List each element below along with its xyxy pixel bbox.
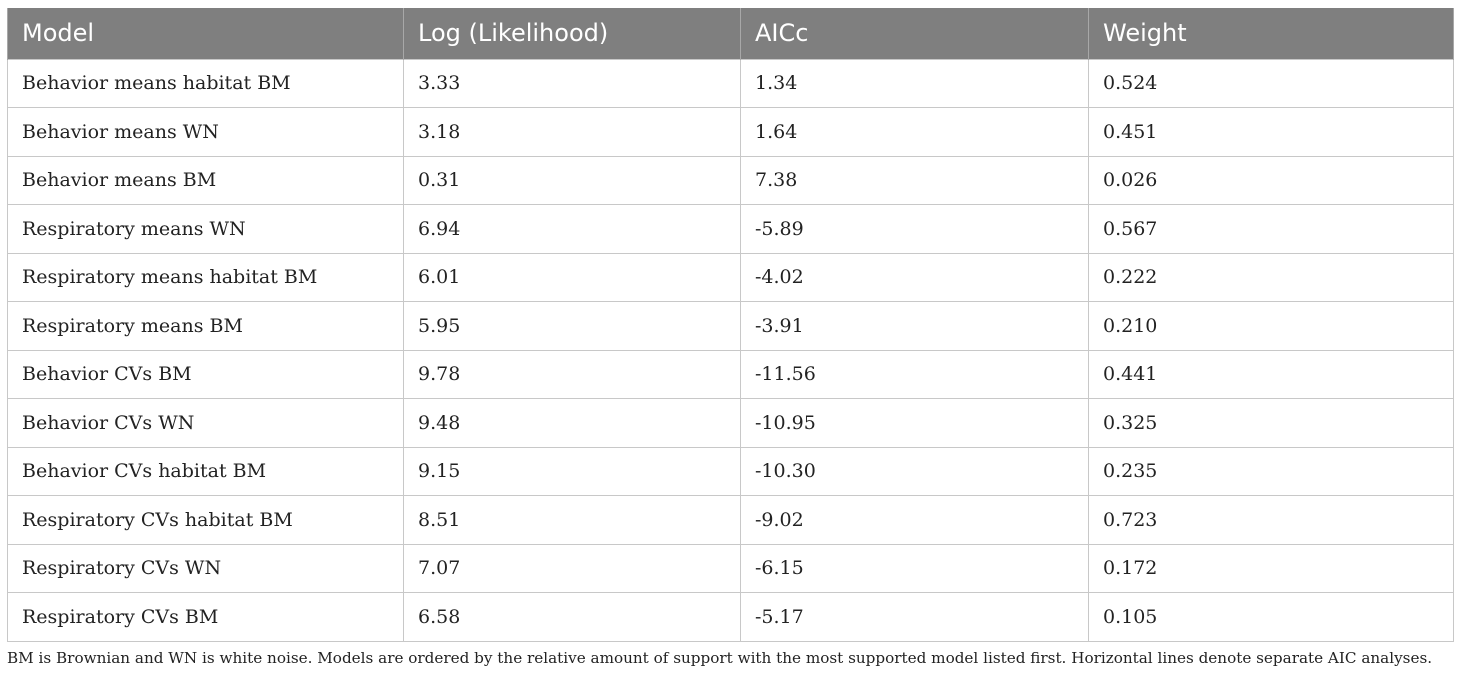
cell-weight: 0.105 [1088, 592, 1454, 642]
cell-aicc: -10.95 [740, 398, 1089, 448]
cell-log-likelihood: 3.18 [403, 107, 741, 157]
cell-log-likelihood: 9.48 [403, 398, 741, 448]
cell-aicc: -11.56 [740, 349, 1089, 399]
cell-aicc: -3.91 [740, 301, 1089, 351]
cell-model: Respiratory means WN [7, 204, 404, 254]
table-row: Respiratory means BM 5.95 -3.91 0.210 [7, 301, 1454, 351]
cell-model: Respiratory means BM [7, 301, 404, 351]
cell-aicc: -5.17 [740, 592, 1089, 642]
cell-model: Respiratory CVs WN [7, 543, 404, 593]
table-row: Respiratory CVs WN 7.07 -6.15 0.172 [7, 543, 1454, 593]
table-row: Respiratory CVs BM 6.58 -5.17 0.105 [7, 592, 1454, 642]
cell-model: Behavior CVs BM [7, 349, 404, 399]
cell-log-likelihood: 7.07 [403, 543, 741, 593]
cell-aicc: -6.15 [740, 543, 1089, 593]
cell-weight: 0.325 [1088, 398, 1454, 448]
header-row: Model Log (Likelihood) AICc Weight [7, 8, 1454, 59]
table-footnote: BM is Brownian and WN is white noise. Mo… [7, 649, 1433, 667]
table-row: Respiratory means WN 6.94 -5.89 0.567 [7, 204, 1454, 254]
cell-log-likelihood: 0.31 [403, 155, 741, 205]
cell-weight: 0.524 [1088, 58, 1454, 108]
cell-model: Behavior means habitat BM [7, 58, 404, 108]
cell-aicc: 1.64 [740, 107, 1089, 157]
cell-weight: 0.723 [1088, 495, 1454, 545]
cell-aicc: 7.38 [740, 155, 1089, 205]
cell-log-likelihood: 3.33 [403, 58, 741, 108]
table-row: Behavior CVs WN 9.48 -10.95 0.325 [7, 398, 1454, 448]
table-header: Model Log (Likelihood) AICc Weight [7, 8, 1454, 59]
cell-weight: 0.026 [1088, 155, 1454, 205]
cell-weight: 0.235 [1088, 446, 1454, 496]
table-row: Behavior means WN 3.18 1.64 0.451 [7, 107, 1454, 157]
header-aicc: AICc [740, 8, 1089, 59]
cell-model: Behavior means BM [7, 155, 404, 205]
cell-weight: 0.222 [1088, 252, 1454, 302]
table-row: Behavior CVs habitat BM 9.15 -10.30 0.235 [7, 446, 1454, 496]
header-model: Model [7, 8, 404, 59]
table-row: Respiratory means habitat BM 6.01 -4.02 0.2… [7, 252, 1454, 302]
table-body: Behavior means habitat BM 3.33 1.34 0.524 Be… [7, 58, 1454, 642]
cell-log-likelihood: 6.94 [403, 204, 741, 254]
cell-model: Behavior means WN [7, 107, 404, 157]
cell-log-likelihood: 6.01 [403, 252, 741, 302]
cell-weight: 0.567 [1088, 204, 1454, 254]
cell-aicc: 1.34 [740, 58, 1089, 108]
cell-model: Behavior CVs WN [7, 398, 404, 448]
cell-log-likelihood: 8.51 [403, 495, 741, 545]
cell-log-likelihood: 9.78 [403, 349, 741, 399]
cell-log-likelihood: 9.15 [403, 446, 741, 496]
cell-model: Respiratory CVs habitat BM [7, 495, 404, 545]
model-comparison-table-container: Model Log (Likelihood) AICc Weight Behav… [7, 8, 1454, 642]
table-row: Respiratory CVs habitat BM 8.51 -9.02 0.723 [7, 495, 1454, 545]
cell-weight: 0.451 [1088, 107, 1454, 157]
table-row: Behavior CVs BM 9.78 -11.56 0.441 [7, 349, 1454, 399]
cell-model: Respiratory means habitat BM [7, 252, 404, 302]
cell-weight: 0.441 [1088, 349, 1454, 399]
cell-aicc: -4.02 [740, 252, 1089, 302]
cell-weight: 0.210 [1088, 301, 1454, 351]
table-row: Behavior means BM 0.31 7.38 0.026 [7, 155, 1454, 205]
cell-model: Respiratory CVs BM [7, 592, 404, 642]
cell-model: Behavior CVs habitat BM [7, 446, 404, 496]
cell-aicc: -9.02 [740, 495, 1089, 545]
cell-log-likelihood: 6.58 [403, 592, 741, 642]
cell-weight: 0.172 [1088, 543, 1454, 593]
cell-aicc: -5.89 [740, 204, 1089, 254]
header-log-likelihood: Log (Likelihood) [403, 8, 741, 59]
model-comparison-table: Model Log (Likelihood) AICc Weight Behav… [7, 8, 1454, 642]
cell-log-likelihood: 5.95 [403, 301, 741, 351]
cell-aicc: -10.30 [740, 446, 1089, 496]
table-row: Behavior means habitat BM 3.33 1.34 0.524 [7, 58, 1454, 108]
header-weight: Weight [1088, 8, 1454, 59]
